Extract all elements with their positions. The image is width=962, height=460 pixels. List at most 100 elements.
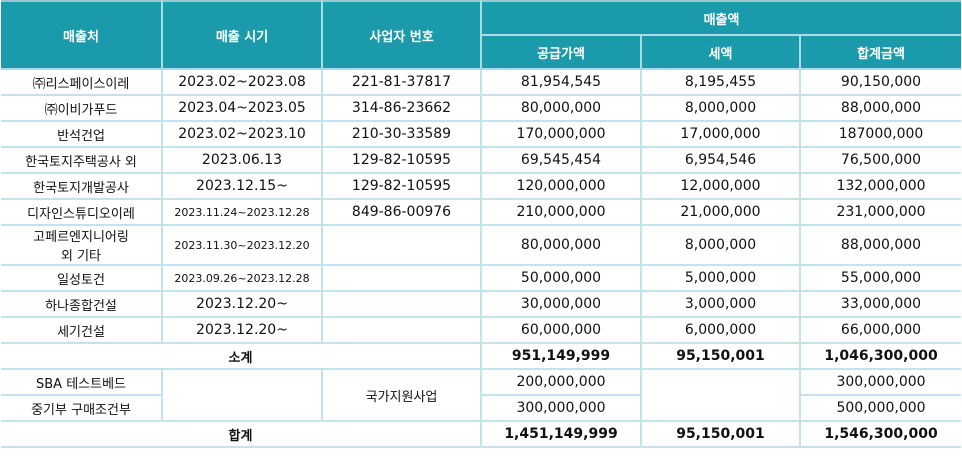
subtotal-tax: 95,150,001 (640, 342, 801, 370)
table-row: 디자인스튜디오이레 2023.11.24~2023.12.28 849-86-0… (1, 198, 962, 226)
total-cell: 187000,000 (798, 120, 962, 148)
supply-cell: 69,545,454 (480, 146, 642, 174)
client-cell: ㈜이비가푸드 (1, 94, 163, 122)
tax-cell: 6,000,000 (640, 316, 801, 344)
tax-cell: 17,000,000 (640, 120, 801, 148)
client-cell: ㈜리스페이스이레 (1, 68, 163, 96)
client-name: 세기건설 (57, 324, 105, 340)
table-row: 세기건설 2023.12.20~ 60,000,000 6,000,000 66… (1, 316, 962, 344)
bizno-cell: 210-30-33589 (321, 120, 482, 148)
tax-cell: 6,954,546 (640, 146, 801, 174)
period-cell: 2023.12.20~ (161, 316, 323, 344)
header-total: 합계금액 (798, 35, 962, 70)
grand-label: 합계 (1, 420, 482, 448)
supply-cell: 30,000,000 (480, 290, 642, 318)
total-cell: 500,000,000 (798, 394, 962, 422)
total-cell: 132,000,000 (798, 172, 962, 200)
period-cell: 2023.12.15~ (161, 172, 323, 200)
supply-cell: 50,000,000 (480, 264, 642, 292)
total-cell: 90,150,000 (798, 68, 962, 96)
client-name: 한국토지주택공사 외 (25, 154, 137, 170)
bizno-cell: 314-86-23662 (321, 94, 482, 122)
total-cell: 55,000,000 (798, 264, 962, 292)
client-name: 디자인스튜디오이레 (27, 206, 135, 222)
total-cell: 88,000,000 (798, 224, 962, 266)
client-cell: 중기부 구매조건부 (1, 394, 163, 422)
supply-cell: 80,000,000 (480, 94, 642, 122)
subtotal-total: 1,046,300,000 (798, 342, 962, 370)
table-row: 한국토지개발공사 2023.12.15~ 129-82-10595 120,00… (1, 172, 962, 200)
total-cell: 66,000,000 (798, 316, 962, 344)
sales-table: 매출처 매출 시기 사업자 번호 매출액 공급가액 세액 합계금액 ㈜리스페이스… (1, 0, 962, 448)
table-row: ㈜이비가푸드 2023.04~2023.05 314-86-23662 80,0… (1, 94, 962, 122)
period-cell (161, 368, 323, 422)
tax-cell: 8,195,455 (640, 68, 801, 96)
bizno-cell: 849-86-00976 (321, 198, 482, 226)
subtotal-supply: 951,149,999 (480, 342, 642, 370)
supply-cell: 300,000,000 (480, 394, 642, 422)
tax-cell: 8,000,000 (640, 94, 801, 122)
supply-cell: 80,000,000 (480, 224, 642, 266)
header-tax: 세액 (640, 35, 801, 70)
client-name: 한국토지개발공사 (33, 180, 129, 196)
client-cell: 한국토지주택공사 외 (1, 146, 163, 174)
header-supply: 공급가액 (481, 35, 642, 70)
grand-tax: 95,150,001 (640, 420, 801, 448)
supply-cell: 81,954,545 (480, 68, 642, 96)
tax-cell: 21,000,000 (640, 198, 801, 226)
client-cell: 세기건설 (1, 316, 163, 344)
bizno-cell: 221-81-37817 (321, 68, 482, 96)
period-cell: 2023.12.20~ (161, 290, 323, 318)
client-cell: 반석건업 (1, 120, 163, 148)
client-name: 반석건업 (57, 128, 105, 144)
period-cell: 2023.04~2023.05 (161, 94, 323, 122)
tax-cell: 12,000,000 (640, 172, 801, 200)
table-row: SBA 테스트베드 국가지원사업 200,000,000 300,000,000 (1, 368, 962, 422)
tax-cell: 3,000,000 (640, 290, 801, 318)
supply-cell: 170,000,000 (480, 120, 642, 148)
table-row: 한국토지주택공사 외 2023.06.13 129-82-10595 69,54… (1, 146, 962, 174)
table-row: 반석건업 2023.02~2023.10 210-30-33589 170,00… (1, 120, 962, 148)
client-cell: SBA 테스트베드 (1, 368, 163, 396)
gov-label: 국가지원사업 (321, 368, 482, 422)
header-client: 매출처 (1, 1, 163, 70)
period-cell: 2023.11.24~2023.12.28 (161, 198, 323, 226)
total-cell: 76,500,000 (798, 146, 962, 174)
client-name: 고페르엔지니어링 (33, 230, 129, 245)
grand-total-row: 합계 1,451,149,999 95,150,001 1,546,300,00… (1, 420, 962, 448)
client-cell: 일성토건 (1, 264, 163, 292)
client-name: ㈜이비가푸드 (44, 102, 118, 118)
table-row: ㈜리스페이스이레 2023.02~2023.08 221-81-37817 81… (1, 68, 962, 96)
subtotal-row: 소계 951,149,999 95,150,001 1,046,300,000 (1, 342, 962, 370)
bizno-cell (321, 316, 482, 344)
tax-cell: 5,000,000 (640, 264, 801, 292)
supply-cell: 60,000,000 (480, 316, 642, 344)
supply-cell: 120,000,000 (480, 172, 642, 200)
bizno-cell (321, 290, 482, 318)
total-cell: 33,000,000 (798, 290, 962, 318)
grand-total: 1,546,300,000 (798, 420, 962, 448)
period-cell: 2023.02~2023.08 (161, 68, 323, 96)
client-name: 하나종합건설 (45, 298, 117, 314)
client-name: 일성토건 (57, 272, 105, 288)
period-cell: 2023.09.26~2023.12.28 (161, 264, 323, 292)
bizno-cell (321, 264, 482, 292)
header-bizno: 사업자 번호 (321, 1, 482, 70)
table-row: 하나종합건설 2023.12.20~ 30,000,000 3,000,000 … (1, 290, 962, 318)
period-cell: 2023.06.13 (161, 146, 323, 174)
grand-supply: 1,451,149,999 (480, 420, 642, 448)
total-cell: 300,000,000 (798, 368, 962, 396)
table-row: 중기부 구매조건부 300,000,000 500,000,000 (1, 394, 962, 422)
header-period: 매출 시기 (161, 1, 323, 70)
bizno-cell: 129-82-10595 (321, 172, 482, 200)
client-cell: 디자인스튜디오이레 (1, 198, 163, 226)
supply-cell: 210,000,000 (480, 198, 642, 226)
supply-cell: 200,000,000 (480, 368, 642, 396)
tax-cell (640, 368, 801, 422)
table-row: 고페르엔지니어링 외 기타 2023.11.30~2023.12.20 80,00… (1, 224, 962, 266)
client-name-line2: 외 기타 (60, 249, 101, 264)
tax-cell: 8,000,000 (640, 224, 801, 266)
total-cell: 231,000,000 (798, 198, 962, 226)
bizno-cell: 129-82-10595 (321, 146, 482, 174)
